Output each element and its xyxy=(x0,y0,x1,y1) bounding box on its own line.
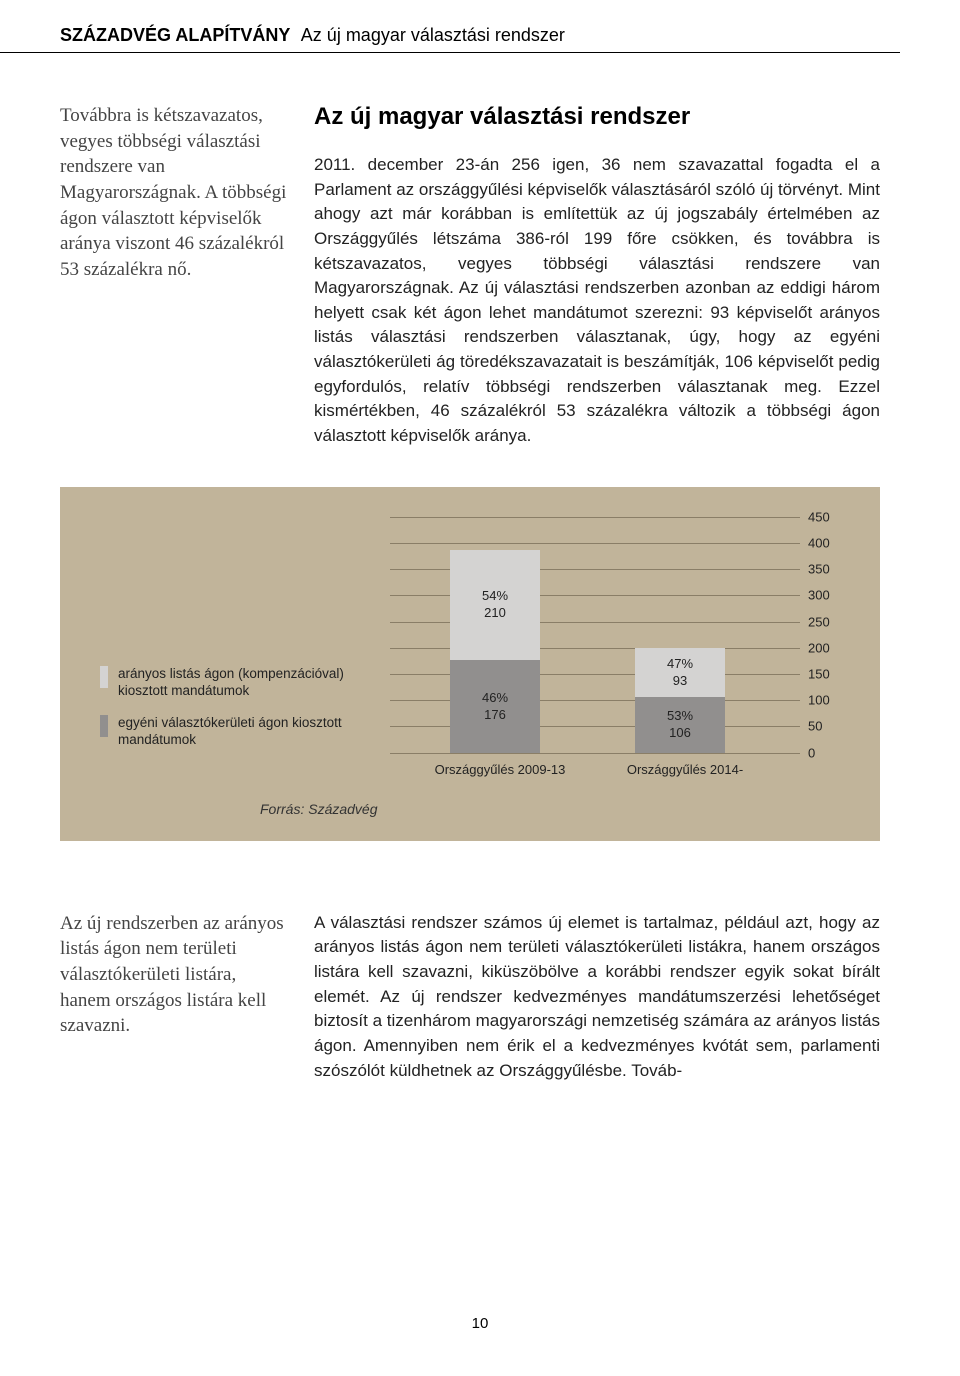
bar-segment: 47%93 xyxy=(635,648,725,697)
bar-pct-label: 54% xyxy=(482,588,508,605)
bar-value-label: 210 xyxy=(484,605,506,622)
gridline xyxy=(390,543,800,544)
legend-swatch-1 xyxy=(100,715,108,737)
legend-label-1: egyéni választókerületi ágon kiosztott m… xyxy=(118,714,360,749)
chart-source: Forrás: Századvég xyxy=(260,801,840,817)
bar-value-label: 176 xyxy=(484,707,506,724)
header-org: SZÁZADVÉG ALAPÍTVÁNY xyxy=(60,25,290,45)
legend-item-0: arányos listás ágon (kompenzációval) kio… xyxy=(100,665,360,700)
x-axis-label: Országgyűlés 2009-13 xyxy=(420,762,580,777)
bar-pct-label: 53% xyxy=(667,708,693,725)
section-2: Az új rendszerben az arányos listás ágon… xyxy=(0,841,960,1083)
ytick-label: 150 xyxy=(802,667,840,682)
legend-item-1: egyéni választókerületi ágon kiosztott m… xyxy=(100,714,360,749)
ytick-label: 350 xyxy=(802,562,840,577)
page-number: 10 xyxy=(0,1315,960,1332)
section-1-heading: Az új magyar választási rendszer xyxy=(314,103,880,131)
bar-pct-label: 47% xyxy=(667,656,693,673)
ytick-label: 50 xyxy=(802,719,840,734)
sidebar-1: Továbbra is kétszavazatos, vegyes többsé… xyxy=(60,103,290,449)
page-header: SZÁZADVÉG ALAPÍTVÁNY Az új magyar válasz… xyxy=(0,0,900,53)
bar-segment: 46%176 xyxy=(450,660,540,752)
ytick-label: 450 xyxy=(802,509,840,524)
chart-legend: arányos listás ágon (kompenzációval) kio… xyxy=(100,651,360,777)
legend-label-0: arányos listás ágon (kompenzációval) kio… xyxy=(118,665,360,700)
ytick-label: 100 xyxy=(802,693,840,708)
gridline xyxy=(390,517,800,518)
main-2: A választási rendszer számos új elemet i… xyxy=(314,911,880,1083)
main-1: Az új magyar választási rendszer 2011. d… xyxy=(314,103,880,449)
header-title: Az új magyar választási rendszer xyxy=(301,25,565,45)
ytick-label: 200 xyxy=(802,640,840,655)
ytick-label: 0 xyxy=(802,745,840,760)
bar-value-label: 93 xyxy=(673,673,687,690)
sidebar-1-text: Továbbra is kétszavazatos, vegyes többsé… xyxy=(60,103,290,282)
section-2-body: A választási rendszer számos új elemet i… xyxy=(314,911,880,1083)
sidebar-2: Az új rendszerben az arányos listás ágon… xyxy=(60,911,290,1083)
sidebar-2-text: Az új rendszerben az arányos listás ágon… xyxy=(60,911,290,1039)
ytick-label: 400 xyxy=(802,535,840,550)
section-1-body: 2011. december 23-án 256 igen, 36 nem sz… xyxy=(314,153,880,449)
bar-segment: 53%106 xyxy=(635,697,725,753)
gridline xyxy=(390,753,800,754)
chart-plot-area: 05010015020025030035040045046%17654%210O… xyxy=(390,517,840,777)
legend-swatch-0 xyxy=(100,666,108,688)
section-1: Továbbra is kétszavazatos, vegyes többsé… xyxy=(0,53,960,449)
bar-segment: 54%210 xyxy=(450,550,540,660)
ytick-label: 300 xyxy=(802,588,840,603)
ytick-label: 250 xyxy=(802,614,840,629)
chart-panel: arányos listás ágon (kompenzációval) kio… xyxy=(60,487,880,841)
bar-value-label: 106 xyxy=(669,725,691,742)
x-axis-label: Országgyűlés 2014- xyxy=(605,762,765,777)
bar-pct-label: 46% xyxy=(482,690,508,707)
